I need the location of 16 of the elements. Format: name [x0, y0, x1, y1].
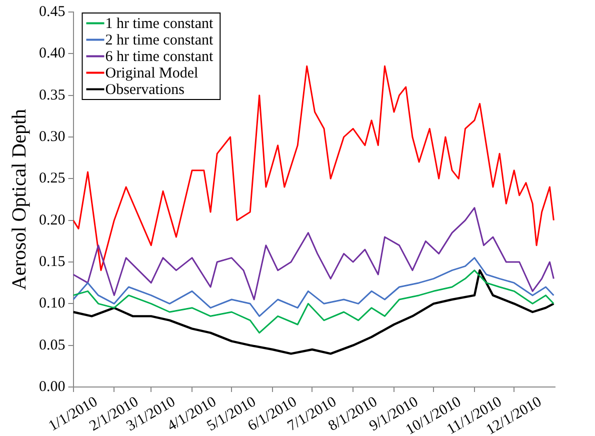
y-tick-label: 0.45 [39, 4, 66, 20]
legend-label: Observations [105, 82, 185, 98]
y-tick-label: 0.40 [39, 46, 66, 62]
y-tick-label: 0.20 [39, 212, 66, 228]
y-tick-label: 0.25 [39, 170, 66, 187]
legend-label: 1 hr time constant [105, 16, 214, 32]
legend-label: Original Model [105, 66, 198, 82]
y-tick-label: 0.35 [39, 87, 66, 104]
y-tick-label: 0.30 [39, 128, 66, 145]
legend-label: 6 hr time constant [105, 49, 214, 66]
y-tick-label: 0.10 [39, 296, 66, 312]
y-axis-title: Aerosol Optical Depth [8, 108, 30, 290]
y-tick-label: 0.15 [39, 254, 66, 270]
legend-label: 2 hr time constant [105, 32, 214, 49]
y-tick-label: 0.05 [39, 337, 66, 354]
y-tick-label: 0.00 [39, 378, 66, 395]
